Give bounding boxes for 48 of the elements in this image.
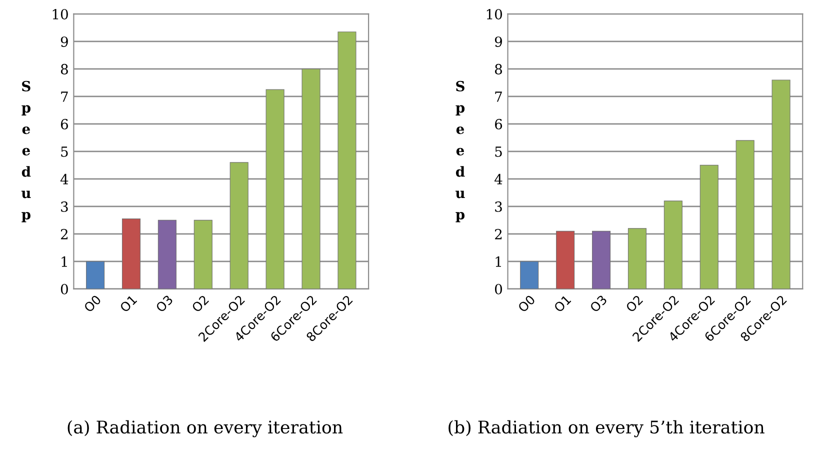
y-tick-label: 1 bbox=[496, 256, 501, 267]
y-tick-label: 7 bbox=[61, 92, 68, 102]
y-axis-title: Speedup bbox=[21, 80, 31, 222]
bar bbox=[664, 200, 682, 289]
x-tick-label: O3 bbox=[155, 294, 174, 313]
y-tick-label: 9 bbox=[494, 36, 502, 47]
bar bbox=[86, 261, 105, 289]
text: (b) Radiation on every 5’th iteration bbox=[448, 420, 764, 438]
bar bbox=[772, 80, 790, 289]
y-tick-label: 1 bbox=[62, 256, 67, 267]
y-tick-label: 10 bbox=[52, 8, 68, 20]
bar bbox=[122, 218, 141, 289]
bar bbox=[628, 228, 646, 289]
y-tick-label: 7 bbox=[495, 92, 502, 102]
bar bbox=[592, 230, 611, 289]
x-tick-label: O0 bbox=[517, 294, 536, 313]
text: (a) Radiation on every iteration bbox=[68, 420, 343, 438]
bar bbox=[736, 140, 754, 289]
y-tick-label: 5 bbox=[61, 146, 68, 157]
y-tick-label: 3 bbox=[61, 201, 68, 212]
bar bbox=[194, 220, 212, 289]
bar bbox=[338, 32, 356, 289]
bar bbox=[266, 89, 284, 289]
y-tick-label: 9 bbox=[60, 36, 68, 47]
x-tick-label: O1 bbox=[553, 294, 572, 313]
x-tick-label: O1 bbox=[119, 294, 138, 313]
y-axis-title: Speedup bbox=[456, 80, 465, 222]
bar bbox=[520, 261, 539, 289]
y-tick-label: 8 bbox=[495, 64, 502, 74]
bar bbox=[700, 164, 718, 289]
bar bbox=[158, 220, 176, 289]
y-tick-label: 5 bbox=[495, 146, 502, 157]
x-tick-label: O3 bbox=[589, 294, 608, 313]
y-tick-label: 2 bbox=[60, 228, 68, 240]
bar bbox=[302, 68, 320, 289]
bar bbox=[556, 230, 575, 289]
y-tick-label: 0 bbox=[60, 284, 68, 294]
y-tick-label: 4 bbox=[60, 174, 68, 184]
y-tick-label: 8 bbox=[60, 64, 68, 74]
y-tick-label: 10 bbox=[486, 8, 502, 20]
y-tick-label: 3 bbox=[495, 201, 502, 212]
bar bbox=[230, 162, 248, 289]
y-tick-label: 6 bbox=[60, 118, 68, 130]
y-tick-label: 4 bbox=[494, 174, 502, 184]
y-tick-label: 0 bbox=[495, 284, 502, 294]
y-tick-label: 6 bbox=[495, 118, 502, 130]
x-tick-label: O0 bbox=[83, 294, 102, 313]
y-tick-label: 2 bbox=[495, 228, 502, 240]
